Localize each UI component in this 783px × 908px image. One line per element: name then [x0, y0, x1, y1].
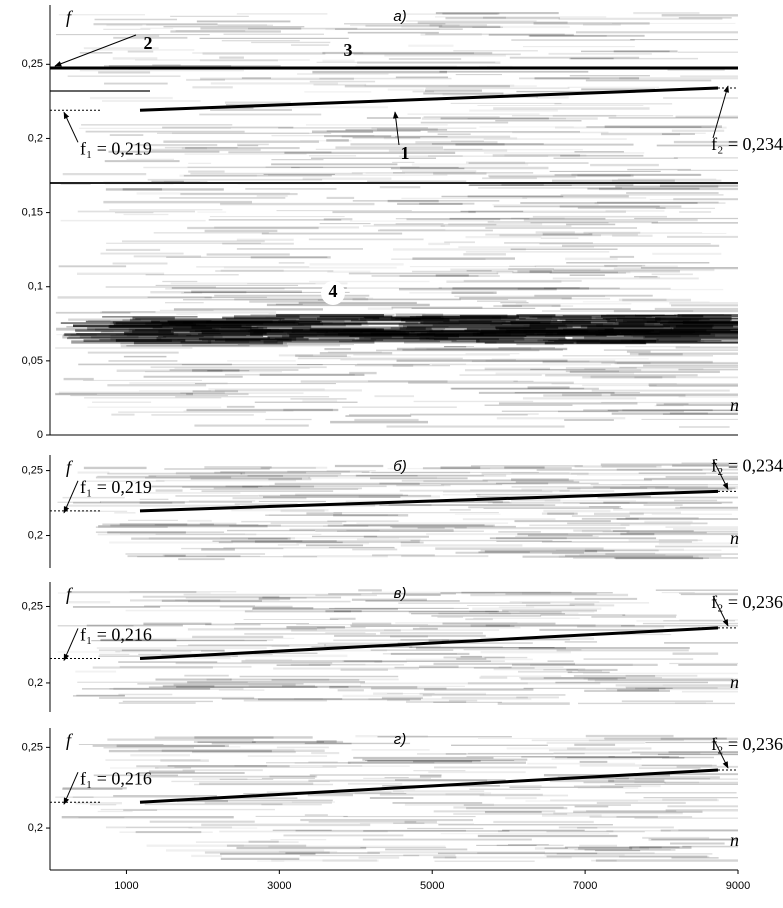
y-tick-label: 0,25 [22, 58, 43, 70]
y-tick-label: 0,2 [28, 677, 43, 689]
panel-label: в) [394, 585, 407, 602]
arrow [392, 111, 400, 146]
y-tick-label: 0,25 [22, 600, 43, 612]
annotation: f₂ = 0,236 [711, 592, 783, 612]
annotation: f₂ = 0,234 [711, 455, 783, 475]
annotation: f₁ = 0,216 [80, 768, 152, 788]
x-tick-label: 7000 [573, 880, 597, 892]
arrow [712, 595, 729, 627]
arrow [63, 480, 79, 514]
arrow [63, 772, 79, 805]
y-axis-label: f [66, 730, 74, 750]
marker-label: 4 [329, 281, 338, 301]
y-tick-label: 0,2 [28, 822, 43, 834]
spectrogram-texture [50, 11, 738, 862]
marker-label: 2 [144, 33, 153, 53]
x-axis-label: n [730, 672, 739, 692]
y-axis-label: f [66, 457, 74, 477]
x-tick-label: 3000 [267, 880, 291, 892]
y-tick-label: 0,1 [28, 281, 43, 293]
ridge [139, 489, 719, 513]
marker-label: 1 [401, 143, 410, 163]
annotation: f₁ = 0,216 [80, 625, 152, 645]
y-tick-label: 0,2 [28, 132, 43, 144]
ridge [139, 86, 719, 112]
marker-label: 3 [344, 40, 353, 60]
arrow [63, 628, 79, 662]
annotation: f₂ = 0,234 [711, 134, 783, 154]
y-tick-label: 0,15 [22, 206, 43, 218]
marker-bg [321, 281, 345, 305]
x-axis-label: n [730, 395, 739, 415]
arrow [63, 111, 79, 143]
arrow [712, 737, 729, 769]
annotation: f₁ = 0,219 [80, 477, 152, 497]
y-tick-label: 0,25 [22, 741, 43, 753]
panel-label: г) [394, 731, 406, 748]
y-axis-label: f [66, 7, 74, 27]
x-axis-label: n [730, 528, 739, 548]
x-tick-label: 1000 [114, 880, 138, 892]
x-tick-label: 9000 [726, 880, 750, 892]
x-axis-label: n [730, 830, 739, 850]
y-tick-label: 0 [37, 429, 43, 441]
x-tick-label: 5000 [420, 880, 444, 892]
panel-label: б) [393, 458, 406, 475]
annotation: f₁ = 0,219 [80, 138, 152, 158]
arrow [54, 34, 137, 67]
y-tick-label: 0,05 [22, 355, 43, 367]
annotation: f₂ = 0,236 [711, 734, 783, 754]
panel-label: а) [393, 8, 406, 25]
ridge [139, 626, 719, 660]
y-tick-label: 0,2 [28, 529, 43, 541]
ridge [139, 768, 719, 804]
y-tick-label: 0,25 [22, 464, 43, 476]
y-axis-label: f [66, 584, 74, 604]
arrow [712, 459, 729, 490]
arrow [712, 85, 729, 139]
